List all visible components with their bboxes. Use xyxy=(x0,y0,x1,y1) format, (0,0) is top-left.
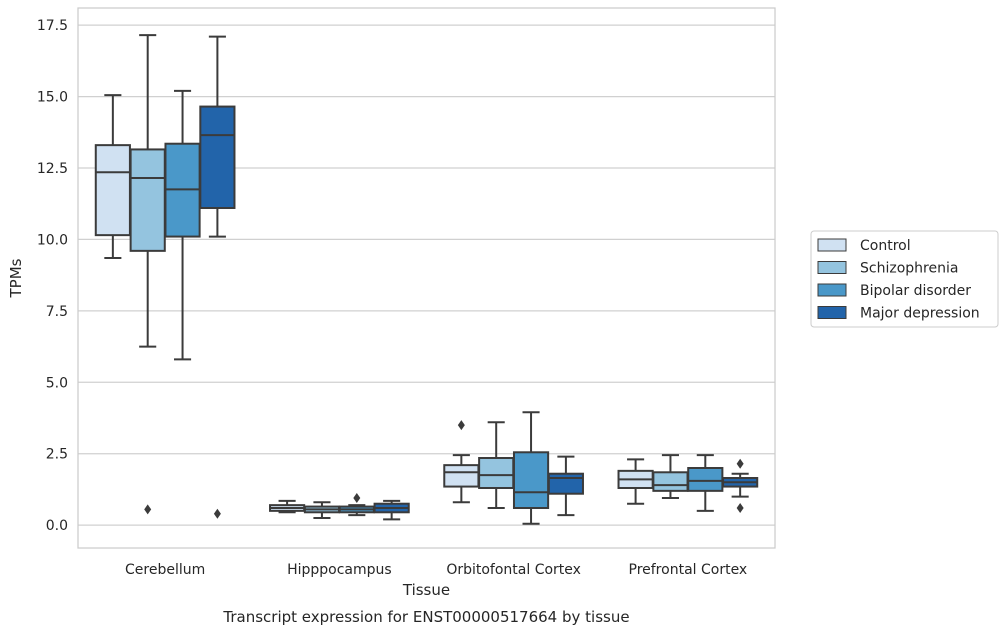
x-axis-label: Tissue xyxy=(402,581,450,599)
x-tick-label: Cerebellum xyxy=(125,562,205,578)
outlier-point xyxy=(213,508,221,519)
y-tick-labels: 0.0 2.5 5.0 7.5 10.0 12.5 15.0 17.5 xyxy=(37,18,68,534)
box-major-depression xyxy=(373,499,410,521)
legend-swatch xyxy=(817,261,847,274)
x-tick-label: Orbitofontal Cortex xyxy=(446,562,581,578)
iqr-box xyxy=(512,451,550,509)
chart-caption: Transcript expression for ENST0000051766… xyxy=(222,608,629,626)
outlier-point xyxy=(353,493,361,503)
iqr-box xyxy=(478,457,515,489)
y-tick-label: 7.5 xyxy=(46,304,68,320)
box-bipolar-disorder xyxy=(687,454,724,512)
legend-frame xyxy=(810,230,999,328)
legend-swatch xyxy=(817,283,847,297)
box-major-depression xyxy=(722,458,759,513)
legend-label: Bipolar disorder xyxy=(860,283,971,299)
box-bipolar-disorder xyxy=(338,493,375,517)
box-bipolar-disorder xyxy=(164,89,201,361)
y-tick-label: 10.0 xyxy=(37,232,68,248)
x-tick-labels: Cerebellum Hipppocampus Orbitofontal Corte… xyxy=(125,562,747,578)
outlier-point xyxy=(736,458,744,469)
y-tick-label: 2.5 xyxy=(46,447,68,463)
iqr-box xyxy=(547,472,584,495)
iqr-box xyxy=(652,471,689,492)
y-axis-label: TPMs xyxy=(7,258,25,298)
iqr-box xyxy=(94,144,131,237)
y-tick-label: 17.5 xyxy=(37,18,68,34)
box-series-group xyxy=(94,34,759,525)
legend-swatch xyxy=(817,306,847,319)
iqr-box xyxy=(687,467,724,492)
y-gridlines xyxy=(78,24,775,526)
box-control xyxy=(443,420,480,504)
iqr-box xyxy=(199,105,236,209)
y-tick-label: 15.0 xyxy=(37,90,68,106)
y-tick-label: 0.0 xyxy=(46,518,68,534)
box-major-depression xyxy=(547,455,584,517)
x-tick-label: Hipppocampus xyxy=(287,562,392,578)
box-schizophrenia xyxy=(652,454,689,499)
y-tick-label: 12.5 xyxy=(37,161,68,177)
box-bipolar-disorder xyxy=(512,411,550,525)
legend-swatch xyxy=(817,238,847,252)
box-major-depression xyxy=(199,35,236,519)
x-tick-label: Prefrontal Cortex xyxy=(629,562,748,578)
legend-label: Schizophrenia xyxy=(860,261,958,277)
iqr-box xyxy=(443,464,480,488)
box-schizophrenia xyxy=(129,34,166,515)
box-control xyxy=(94,94,131,259)
outlier-point xyxy=(736,503,744,513)
outlier-point xyxy=(457,420,465,431)
plot-frame xyxy=(77,7,776,549)
legend: Control Schizophrenia Bipolar disorder Majo… xyxy=(810,230,999,328)
y-tick-label: 5.0 xyxy=(46,375,68,391)
iqr-box xyxy=(129,148,166,252)
outlier-point xyxy=(144,504,152,515)
legend-label: Control xyxy=(860,238,911,254)
legend-label: Major depression xyxy=(860,306,980,322)
